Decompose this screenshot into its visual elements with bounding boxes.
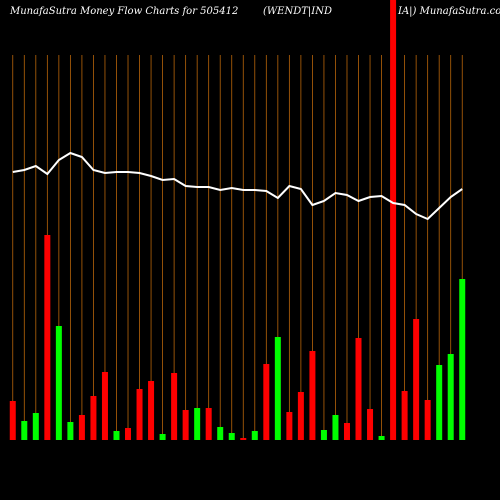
bar	[459, 279, 466, 440]
bar	[378, 436, 385, 440]
bar	[251, 431, 258, 440]
chart-title: (WENDT|IND	[263, 6, 332, 17]
bar	[9, 401, 16, 440]
bar	[401, 391, 408, 440]
bar	[67, 422, 74, 440]
bar	[367, 409, 374, 440]
bar	[32, 413, 39, 440]
bar	[136, 389, 143, 440]
bar	[240, 438, 247, 440]
bar	[217, 427, 224, 440]
bar	[263, 364, 270, 440]
bar	[286, 412, 293, 440]
bar	[274, 337, 281, 440]
chart-title: MunafaSutra Money Flow Charts for 505412	[9, 6, 238, 17]
bar	[194, 408, 201, 440]
bar	[413, 319, 420, 440]
bar	[332, 415, 339, 440]
chart-title: IA|) MunafaSutra.com	[397, 6, 500, 17]
bar	[113, 431, 120, 440]
bar	[436, 365, 443, 440]
bar	[90, 396, 97, 440]
bar	[424, 400, 431, 440]
money-flow-line	[12, 151, 463, 221]
bar	[228, 433, 235, 440]
bar	[297, 392, 304, 440]
bar	[171, 373, 178, 440]
bar	[159, 434, 166, 440]
bar	[78, 415, 85, 440]
bar	[125, 428, 132, 440]
bar	[343, 423, 350, 440]
bar	[390, 0, 397, 440]
bar	[21, 421, 28, 440]
bar	[148, 381, 155, 440]
bar	[55, 326, 62, 440]
bar	[320, 430, 327, 440]
bar	[447, 354, 454, 440]
bar	[101, 372, 108, 440]
bar	[205, 408, 212, 440]
bar	[44, 235, 51, 440]
bar	[309, 351, 316, 440]
bar	[355, 338, 362, 440]
bar	[182, 410, 189, 440]
